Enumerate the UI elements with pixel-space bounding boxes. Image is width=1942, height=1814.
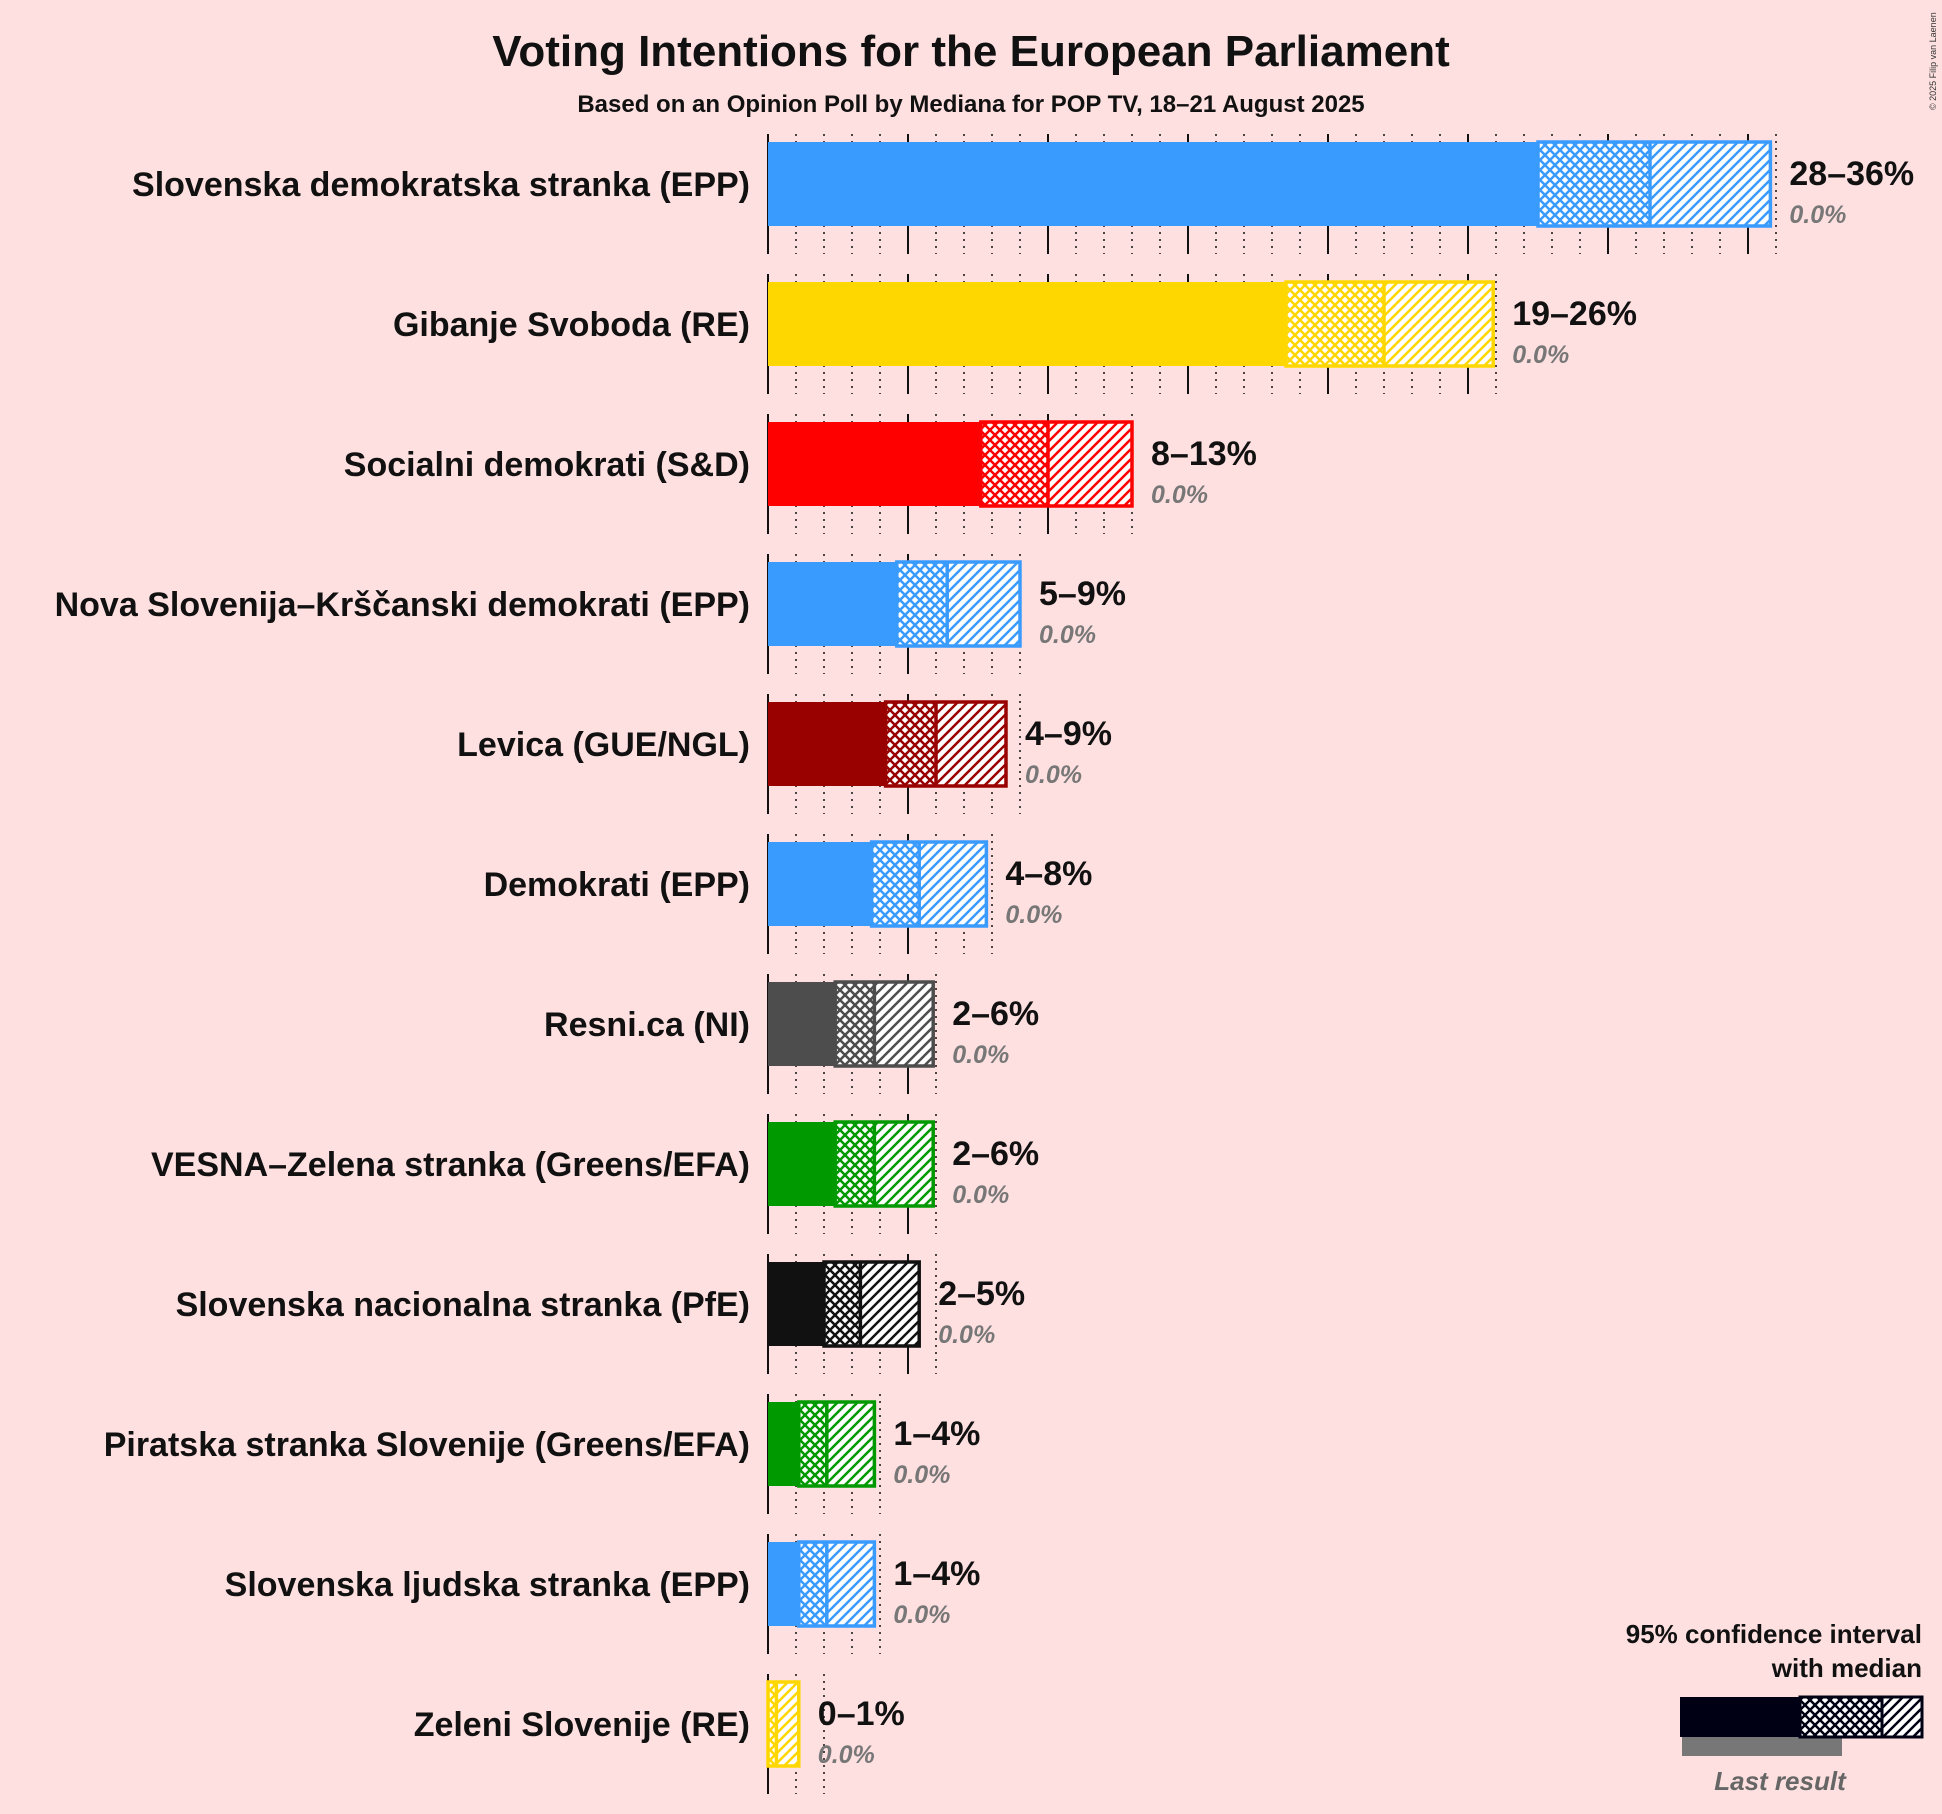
party-label: Socialni demokrati (S&D) xyxy=(344,446,750,484)
bar-crosshatch xyxy=(896,562,948,646)
bar-solid xyxy=(768,562,897,646)
ci-outline xyxy=(797,1540,877,1628)
legend-last-result-label: Last result xyxy=(1714,1766,1847,1796)
ci-outline xyxy=(797,1400,877,1488)
bar-hatch xyxy=(826,1402,875,1486)
last-result-label: 0.0% xyxy=(952,1041,1009,1069)
bar-hatch xyxy=(1384,282,1494,366)
party-label: Demokrati (EPP) xyxy=(484,866,750,904)
range-label: 1–4% xyxy=(893,1555,980,1593)
chart-title: Voting Intentions for the European Parli… xyxy=(492,27,1450,76)
bar-crosshatch xyxy=(980,422,1048,506)
bar-crosshatch xyxy=(835,1122,875,1206)
bar-hatch xyxy=(874,982,934,1066)
last-result-label: 0.0% xyxy=(938,1321,995,1349)
bar-solid xyxy=(768,982,836,1066)
last-result-label: 0.0% xyxy=(1039,621,1096,649)
bar-solid xyxy=(768,142,1538,226)
range-label: 28–36% xyxy=(1789,155,1914,193)
bar-solid xyxy=(768,282,1286,366)
legend-hatch-bar xyxy=(1880,1695,1924,1739)
ci-outline xyxy=(766,1680,801,1768)
chart-subtitle: Based on an Opinion Poll by Mediana for … xyxy=(577,91,1364,118)
bar-crosshatch xyxy=(835,982,875,1066)
legend-last-result-bar xyxy=(1682,1736,1842,1756)
bar-hatch xyxy=(860,1262,920,1346)
bar-hatch xyxy=(919,842,987,926)
party-label: Slovenska nacionalna stranka (PfE) xyxy=(176,1286,750,1324)
ci-outline xyxy=(979,420,1134,508)
bar-crosshatch xyxy=(768,1682,777,1766)
last-result-label: 0.0% xyxy=(893,1461,950,1489)
party-label: Zeleni Slovenije (RE) xyxy=(414,1706,750,1744)
legend: 95% confidence interval with median Last… xyxy=(1626,1619,1924,1796)
bar-hatch xyxy=(874,1122,934,1206)
range-label: 2–5% xyxy=(938,1275,1025,1313)
bar-solid xyxy=(768,1262,824,1346)
bar-solid xyxy=(768,702,886,786)
party-label: Slovenska ljudska stranka (EPP) xyxy=(225,1566,750,1604)
range-label: 2–6% xyxy=(952,995,1039,1033)
last-result-label: 0.0% xyxy=(952,1181,1009,1209)
party-label: VESNA–Zelena stranka (Greens/EFA) xyxy=(151,1146,750,1184)
last-result-label: 0.0% xyxy=(1512,341,1569,369)
range-label: 1–4% xyxy=(893,1415,980,1453)
ci-outline xyxy=(833,980,935,1068)
ci-outline xyxy=(869,840,989,928)
bar-hatch xyxy=(936,702,1006,786)
bar-hatch xyxy=(1048,422,1132,506)
party-label: Piratska stranka Slovenije (Greens/EFA) xyxy=(104,1426,750,1464)
bar-crosshatch xyxy=(798,1542,827,1626)
ci-outline xyxy=(883,700,1008,788)
party-label: Slovenska demokratska stranka (EPP) xyxy=(132,166,750,204)
last-result-label: 0.0% xyxy=(893,1601,950,1629)
bar-solid xyxy=(768,422,981,506)
ci-outline xyxy=(1536,140,1773,228)
bar-crosshatch xyxy=(798,1402,827,1486)
party-label: Gibanje Svoboda (RE) xyxy=(393,306,750,344)
ci-outline xyxy=(822,1260,921,1348)
copyright-notice: © 2025 Filip van Laenen xyxy=(1928,12,1938,110)
legend-solid-bar xyxy=(1680,1697,1800,1737)
range-label: 4–8% xyxy=(1005,855,1092,893)
range-label: 8–13% xyxy=(1151,435,1257,473)
party-label: Nova Slovenija–Krščanski demokrati (EPP) xyxy=(55,586,750,624)
bar-solid xyxy=(768,1402,799,1486)
bar-crosshatch xyxy=(1286,282,1384,366)
range-label: 19–26% xyxy=(1512,295,1637,333)
last-result-label: 0.0% xyxy=(1789,201,1846,229)
bar-hatch xyxy=(947,562,1020,646)
bar-solid xyxy=(768,1122,836,1206)
bar-hatch xyxy=(826,1542,875,1626)
last-result-label: 0.0% xyxy=(1005,901,1062,929)
party-label: Resni.ca (NI) xyxy=(544,1006,750,1044)
range-label: 2–6% xyxy=(952,1135,1039,1173)
range-label: 5–9% xyxy=(1039,575,1126,613)
bar-hatch xyxy=(1650,142,1771,226)
bar-hatch xyxy=(776,1682,799,1766)
legend-ci-line1: 95% confidence interval xyxy=(1626,1619,1922,1649)
bar-solid xyxy=(768,842,872,926)
last-result-label: 0.0% xyxy=(818,1741,875,1769)
last-result-label: 0.0% xyxy=(1025,761,1082,789)
party-label: Levica (GUE/NGL) xyxy=(457,726,750,764)
bar-crosshatch xyxy=(1538,142,1650,226)
bar-crosshatch xyxy=(824,1262,861,1346)
last-result-label: 0.0% xyxy=(1151,481,1208,509)
ci-outline xyxy=(895,560,1022,648)
bar-solid xyxy=(768,1542,799,1626)
legend-crosshatch-bar xyxy=(1798,1695,1884,1739)
legend-ci-line2: with median xyxy=(1771,1653,1922,1683)
range-label: 4–9% xyxy=(1025,715,1112,753)
bar-crosshatch xyxy=(871,842,920,926)
bars-group: Slovenska demokratska stranka (EPP) 28–36… xyxy=(55,134,1914,1794)
range-label: 0–1% xyxy=(818,1695,905,1733)
bar-crosshatch xyxy=(885,702,936,786)
ci-outline xyxy=(833,1120,935,1208)
ci-outline xyxy=(1284,280,1495,368)
